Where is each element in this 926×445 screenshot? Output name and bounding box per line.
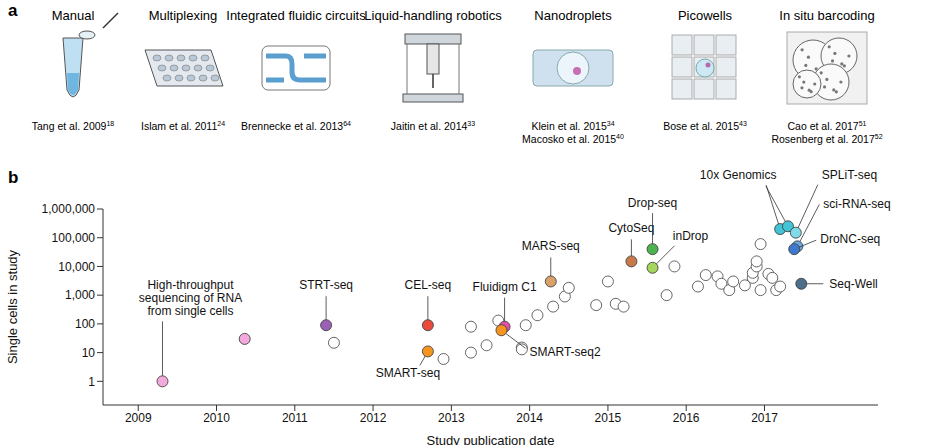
svg-text:Cao et al. 201751: Cao et al. 201751 xyxy=(787,120,866,132)
svg-text:Bose et al. 201543: Bose et al. 201543 xyxy=(663,120,747,132)
svg-text:1,000,000: 1,000,000 xyxy=(42,202,96,216)
svg-text:Manual: Manual xyxy=(52,8,95,23)
svg-text:Fluidigm C1: Fluidigm C1 xyxy=(473,280,537,294)
svg-text:10: 10 xyxy=(82,346,96,360)
svg-text:2009: 2009 xyxy=(125,411,152,425)
svg-text:Multiplexing: Multiplexing xyxy=(149,8,218,23)
svg-text:Jaitin et al. 201433: Jaitin et al. 201433 xyxy=(391,120,475,132)
svg-text:10x Genomics: 10x Genomics xyxy=(700,168,777,182)
svg-text:Klein et al. 201534: Klein et al. 201534 xyxy=(531,120,614,132)
svg-text:Single cells in study: Single cells in study xyxy=(8,249,20,364)
svg-text:SMART-seq: SMART-seq xyxy=(376,366,440,380)
svg-text:Rosenberg et al. 201752: Rosenberg et al. 201752 xyxy=(771,133,882,145)
svg-text:High-throughput: High-throughput xyxy=(147,278,234,292)
svg-text:SPLiT-seq: SPLiT-seq xyxy=(822,168,877,182)
svg-text:1,000: 1,000 xyxy=(65,288,95,302)
svg-text:1: 1 xyxy=(88,375,95,389)
svg-text:STRT-seq: STRT-seq xyxy=(299,278,353,292)
svg-text:Brennecke et al. 201364: Brennecke et al. 201364 xyxy=(241,120,351,132)
svg-text:Seq-Well: Seq-Well xyxy=(829,277,877,291)
svg-text:2017: 2017 xyxy=(751,411,778,425)
svg-text:2015: 2015 xyxy=(595,411,622,425)
svg-text:Islam et al. 201124: Islam et al. 201124 xyxy=(141,120,225,132)
svg-text:inDrop: inDrop xyxy=(673,229,709,243)
svg-text:100,000: 100,000 xyxy=(52,231,96,245)
svg-text:100: 100 xyxy=(75,317,95,331)
svg-text:sequencing of RNA: sequencing of RNA xyxy=(139,291,242,305)
svg-text:2014: 2014 xyxy=(516,411,543,425)
svg-text:2010: 2010 xyxy=(203,411,230,425)
svg-text:Tang et al. 200918: Tang et al. 200918 xyxy=(32,120,115,132)
svg-text:Picowells: Picowells xyxy=(678,8,733,23)
svg-text:SMART-seq2: SMART-seq2 xyxy=(529,345,600,359)
svg-text:2012: 2012 xyxy=(360,411,387,425)
svg-text:Liquid-handling robotics: Liquid-handling robotics xyxy=(364,8,502,23)
svg-text:2011: 2011 xyxy=(282,411,308,425)
svg-text:Nanodroplets: Nanodroplets xyxy=(534,8,612,23)
svg-text:a: a xyxy=(8,1,18,20)
svg-text:b: b xyxy=(8,168,18,187)
svg-text:Drop-seq: Drop-seq xyxy=(628,196,677,210)
svg-text:Macosko et al. 201540: Macosko et al. 201540 xyxy=(522,133,624,145)
svg-text:from single cells: from single cells xyxy=(147,304,233,318)
svg-text:CytoSeq: CytoSeq xyxy=(608,221,654,235)
svg-text:2013: 2013 xyxy=(438,411,465,425)
svg-text:CEL-seq: CEL-seq xyxy=(405,278,452,292)
svg-text:In situ barcoding: In situ barcoding xyxy=(779,8,874,23)
svg-text:Study publication date: Study publication date xyxy=(427,433,555,445)
svg-text:2016: 2016 xyxy=(673,411,700,425)
svg-text:DroNC-seq: DroNC-seq xyxy=(820,232,880,246)
svg-text:10,000: 10,000 xyxy=(58,260,95,274)
svg-text:Integrated fluidic circuits: Integrated fluidic circuits xyxy=(226,8,366,23)
svg-text:sci-RNA-seq: sci-RNA-seq xyxy=(823,197,890,211)
svg-text:MARS-seq: MARS-seq xyxy=(522,239,580,253)
